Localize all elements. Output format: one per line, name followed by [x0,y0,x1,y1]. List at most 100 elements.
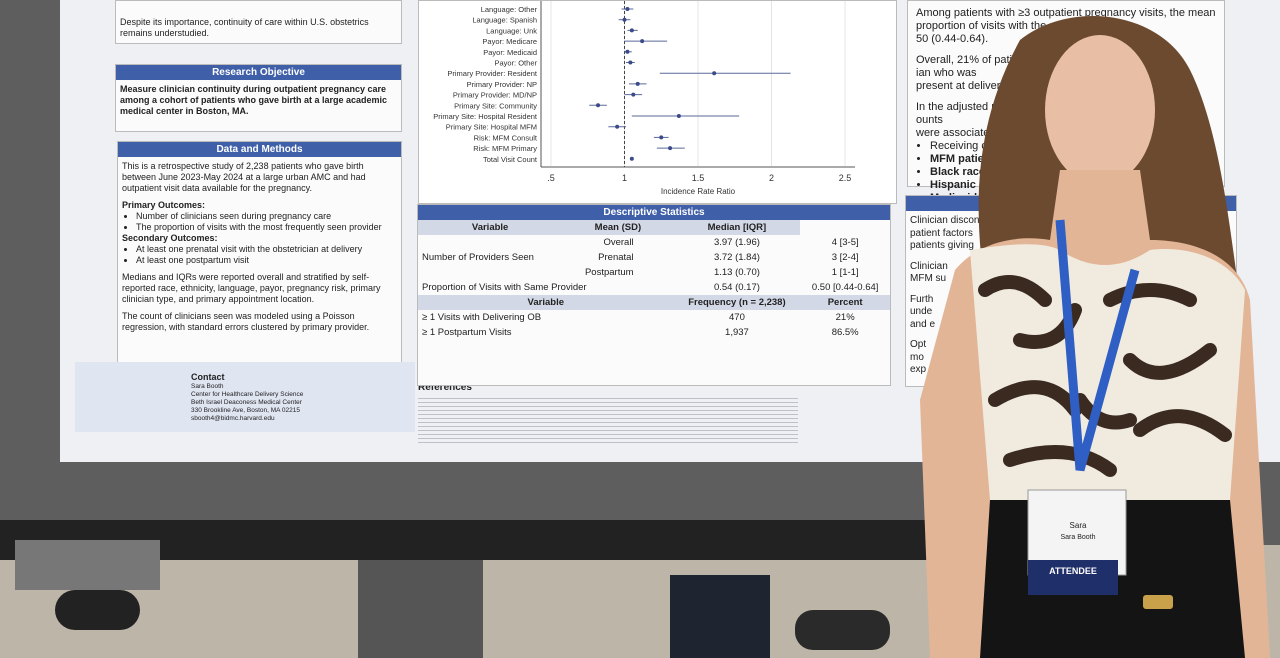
discussion-text: and e [910,318,936,330]
header-cell: Variable [418,220,563,235]
stats-table: Descriptive Statistics Variable Mean (SD)… [417,204,891,386]
neck [1050,170,1150,240]
face [1045,35,1155,185]
row-label: Primary Provider: MD/NP [453,91,537,100]
row-label: Primary Site: Community [454,101,537,110]
discussion-text: patients giving [910,240,974,251]
methods-label: Secondary Outcomes: [122,233,218,243]
cell: 0.54 (0.17) [713,282,760,293]
references-text [418,395,798,443]
discussion-text: Clinician discontinu [910,215,996,226]
discussion-text: exp [910,364,927,375]
row-label: Payor: Medicaid [483,48,537,57]
row-label: Total Visit Count [483,155,538,164]
cell: 21% [835,312,855,323]
x-tick-label: .5 [547,173,555,183]
row-label: Payor: Other [494,59,537,68]
header-row: Variable Frequency (n = 2,238) Percent [418,295,890,310]
discussion-text: Opt [910,339,927,350]
point-estimate [625,49,630,54]
contact-line: Center for Healthcare Delivery Science [191,391,304,398]
point-estimate [635,81,640,86]
group-cell: Number of Providers Seen [422,252,534,263]
row-label: Risk: MFM Consult [474,133,538,142]
cell: 470 [729,312,745,323]
contact-line: Beth Israel Deaconess Medical Center [191,399,302,406]
intro-text: Despite its importance, continuity of ca… [120,17,369,38]
table-row: ≥ 1 Visits with Delivering OB 470 21% [418,310,890,325]
results-text: Among patients with ≥3 outpatient pregna… [916,7,1216,19]
contact-line: sbooth4@bidmc.harvard.edu [191,415,275,422]
contact-title: Contact [191,372,225,382]
sub-cell: Overall [603,237,634,248]
point-estimate [640,39,645,44]
cell: Proportion of Visits with Same Provider [422,282,587,293]
contact-band: Contact Sara Booth Center for Healthcare … [75,362,415,432]
point-estimate [622,17,627,22]
results-text: ian who was [916,67,977,79]
results-text: ounts [916,114,943,126]
watch [1143,595,1173,609]
header-cell: Mean (SD) [562,220,674,235]
table-row: Proportion of Visits with Same Provider 0… [418,280,890,295]
x-tick-label: 2 [769,173,774,183]
point-estimate [676,114,681,118]
badge-role: ATTENDEE [1049,566,1097,576]
point-estimate [631,92,636,97]
results-text: present at delivery. [916,80,1009,92]
methods-text: This is a retrospective study of 2,238 p… [122,161,366,193]
table-row: Prenatal 3.72 (1.84) 3 [2-4] [418,250,890,265]
methods-box: Data and Methods This is a retrospective… [117,141,402,363]
header-cell: Variable [418,295,674,310]
sub-cell: Prenatal [598,252,634,263]
cell: ≥ 1 Visits with Delivering OB [422,312,542,323]
point-estimate [628,60,633,65]
objective-text: Measure clinician continuity during outp… [120,84,388,116]
point-estimate [659,135,664,140]
bullet: Number of clinicians seen during pregnan… [136,211,397,222]
point-estimate [615,124,620,129]
bullet: At least one prenatal visit with the obs… [136,244,397,255]
header-cell: Percent [800,295,890,310]
point-estimate [629,156,634,161]
x-tick-label: 1 [622,173,627,183]
point-estimate [625,7,630,11]
point-estimate [596,103,601,108]
header-row: Variable Mean (SD) Median [IQR] [418,220,890,235]
row-label: Primary Site: Hospital Resident [433,112,538,121]
references-title: References [418,382,472,393]
row-label: Risk: MFM Primary [473,144,537,153]
discussion-text: Furth [910,293,934,305]
point-estimate [629,28,634,33]
discussion-text: unde [910,306,933,317]
board-frame [0,520,960,560]
sub-cell: Postpartum [584,267,634,278]
table-row: Number of Providers Seen Overall 3.97 (1.9… [418,235,890,263]
background-person [358,560,483,658]
table-row: Postpartum 1.13 (0.70) 1 [1-1] [418,265,890,280]
x-tick-label: 1.5 [692,173,705,183]
point-estimate [668,146,673,151]
objective-box: Research Objective Measure clinician con… [115,64,402,132]
header-cell: Median [IQR] [673,220,801,235]
bullet: Black race [930,166,1216,179]
table-title: Descriptive Statistics [418,205,890,220]
section-title: Data and Methods [118,142,401,157]
contact-line: 330 Brookline Ave, Boston, MA 02215 [191,407,301,414]
cell: 4 [3-5] [831,237,859,248]
cell: 1,937 [725,327,749,338]
header-cell: Frequency (n = 2,238) [673,295,801,310]
methods-label: Primary Outcomes: [122,200,206,210]
discussion-text: Clinician [910,260,948,272]
table-row: ≥ 1 Postpartum Visits 1,937 86.5% [418,325,890,340]
cell: 3.72 (1.84) [713,252,760,263]
table: Variable Mean (SD) Median [IQR] Number of P… [418,220,890,340]
badge-first: Sara [1070,521,1087,530]
cell: 1 [1-1] [831,267,859,278]
discussion-text: mo [910,351,924,363]
badge-band [1028,560,1118,595]
methods-text: Medians and IQRs were reported overall a… [122,272,381,304]
cell: 86.5% [831,327,859,338]
row-label: Language: Spanish [472,16,537,25]
